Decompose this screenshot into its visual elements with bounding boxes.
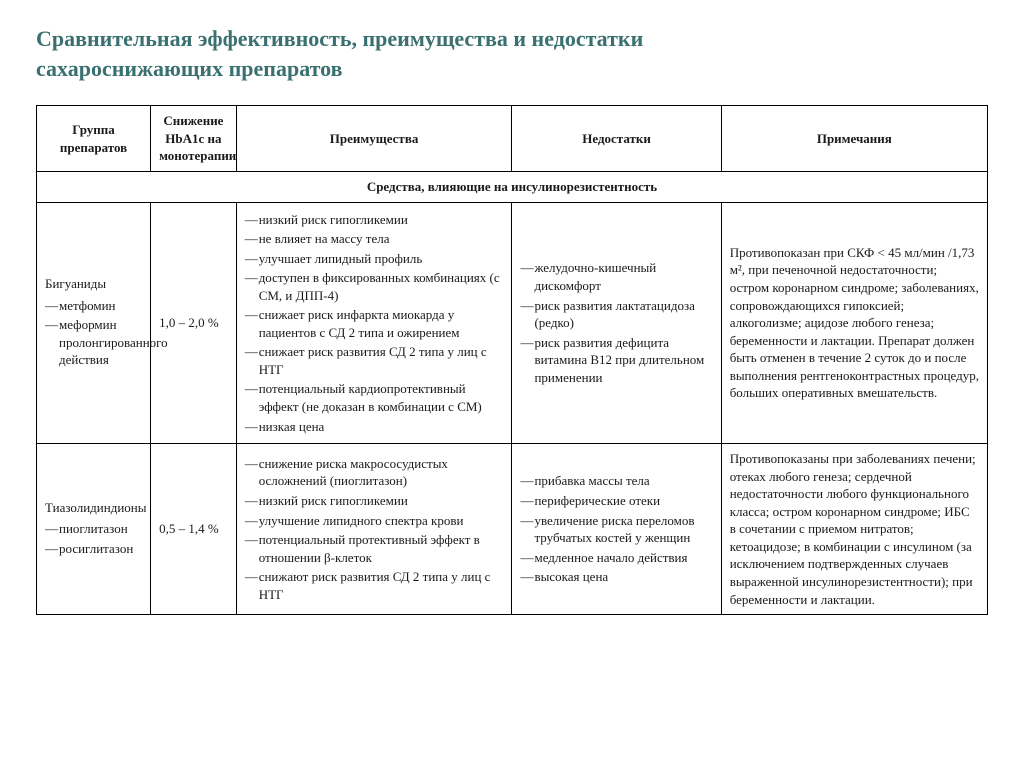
list-item: снижение риска макрососудистых осложнени…	[245, 455, 504, 490]
list-item: увеличение риска переломов трубчатых кос…	[520, 512, 712, 547]
cell-hba1c-1: 0,5 – 1,4 %	[151, 444, 237, 615]
list-item: меформин пролонгированного действия	[45, 316, 142, 369]
table-row: Бигуаниды метфомин меформин пролонгирова…	[37, 202, 988, 444]
cell-advantages-0: низкий риск гипогликемии не влияет на ма…	[236, 202, 512, 444]
list-item: низкий риск гипогликемии	[245, 211, 504, 229]
list-item: риск развития лактатацидоза (редко)	[520, 297, 712, 332]
comparison-table: Группа препаратов Снижение HbA1c на моно…	[36, 105, 988, 615]
page-title: Сравнительная эффективность, преимуществ…	[36, 24, 816, 83]
cell-group-1: Тиазолидиндионы пиоглитазон росиглитазон	[37, 444, 151, 615]
col-header-group: Группа препаратов	[37, 106, 151, 172]
list-item: снижает риск инфаркта миокарда у пациент…	[245, 306, 504, 341]
list-item: потенциальный протективный эффект в отно…	[245, 531, 504, 566]
list-item: низкий риск гипогликемии	[245, 492, 504, 510]
section-header: Средства, влияющие на инсулинорезистентн…	[37, 172, 988, 203]
cell-notes-1: Противопоказаны при заболеваниях печени;…	[721, 444, 987, 615]
col-header-advantages: Преимущества	[236, 106, 512, 172]
list-item: снижает риск развития СД 2 типа у лиц с …	[245, 343, 504, 378]
table-row: Тиазолидиндионы пиоглитазон росиглитазон…	[37, 444, 988, 615]
list-item: желудочно-кишечный дискомфорт	[520, 259, 712, 294]
cell-disadvantages-0: желудочно-кишечный дискомфорт риск разви…	[512, 202, 721, 444]
list-item: низкая цена	[245, 418, 504, 436]
list-item: не влияет на массу тела	[245, 230, 504, 248]
cell-group-0: Бигуаниды метфомин меформин пролонгирова…	[37, 202, 151, 444]
list-item: улучшение липидного спектра крови	[245, 512, 504, 530]
list-item: медленное начало действия	[520, 549, 712, 567]
list-item: периферические отеки	[520, 492, 712, 510]
group-sub-1: пиоглитазон росиглитазон	[45, 520, 142, 557]
table-header-row: Группа препаратов Снижение HbA1c на моно…	[37, 106, 988, 172]
cell-advantages-1: снижение риска макрососудистых осложнени…	[236, 444, 512, 615]
list-item: росиглитазон	[45, 540, 142, 558]
list-item: метфомин	[45, 297, 142, 315]
list-item: улучшает липидный профиль	[245, 250, 504, 268]
cell-disadvantages-1: прибавка массы тела периферические отеки…	[512, 444, 721, 615]
list-item: пиоглитазон	[45, 520, 142, 538]
list-item: снижают риск развития СД 2 типа у лиц с …	[245, 568, 504, 603]
col-header-disadvantages: Недостатки	[512, 106, 721, 172]
list-item: потенциальный кардиопротективный эффект …	[245, 380, 504, 415]
group-name-0: Бигуаниды	[45, 275, 142, 293]
group-sub-0: метфомин меформин пролонгированного дейс…	[45, 297, 142, 369]
list-item: прибавка массы тела	[520, 472, 712, 490]
col-header-hba1c: Снижение HbA1c на монотерапии	[151, 106, 237, 172]
list-item: высокая цена	[520, 568, 712, 586]
cell-hba1c-0: 1,0 – 2,0 %	[151, 202, 237, 444]
section-row: Средства, влияющие на инсулинорезистентн…	[37, 172, 988, 203]
col-header-notes: Примечания	[721, 106, 987, 172]
list-item: риск развития дефицита витамина B12 при …	[520, 334, 712, 387]
cell-notes-0: Противопоказан при СКФ < 45 мл/мин /1,73…	[721, 202, 987, 444]
group-name-1: Тиазолидиндионы	[45, 499, 142, 517]
list-item: доступен в фиксированных комбинациях (с …	[245, 269, 504, 304]
